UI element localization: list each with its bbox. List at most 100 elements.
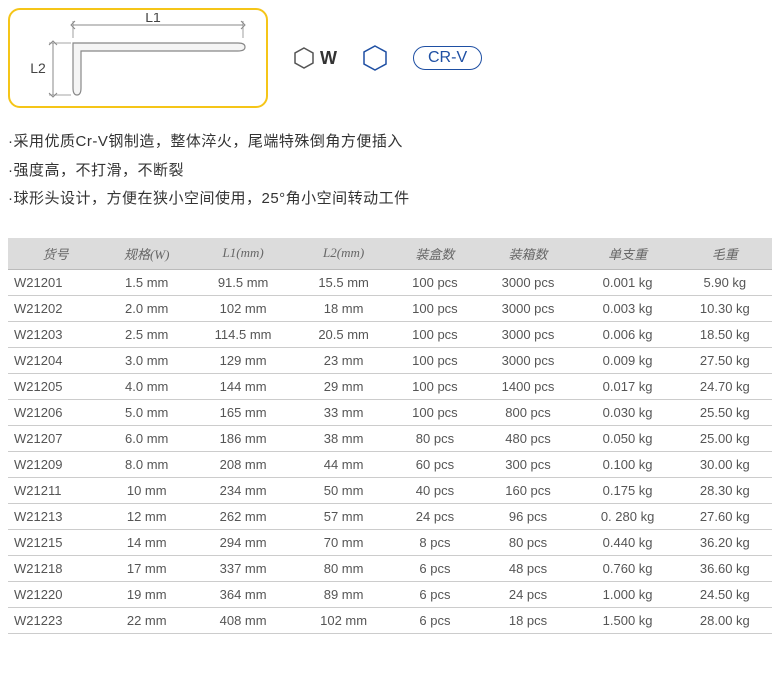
table-cell: 18 pcs	[479, 607, 578, 633]
table-cell: 102 mm	[296, 607, 391, 633]
table-cell: 80 mm	[296, 555, 391, 581]
table-row: W212076.0 mm186 mm38 mm80 pcs480 pcs0.05…	[8, 425, 772, 451]
table-cell: W21206	[8, 399, 103, 425]
hexagon-blue-icon	[361, 44, 389, 72]
l-wrench-diagram: L1 L2	[13, 13, 263, 103]
table-cell: 24 pcs	[391, 503, 478, 529]
col-header: 货号	[8, 238, 103, 270]
table-cell: W21207	[8, 425, 103, 451]
table-cell: 4.0 mm	[103, 373, 190, 399]
table-cell: 100 pcs	[391, 373, 478, 399]
feature-line: ·球形头设计，方便在狭小空间使用，25°角小空间转动工件	[8, 185, 772, 214]
table-cell: 10.30 kg	[678, 295, 772, 321]
table-cell: 3000 pcs	[479, 347, 578, 373]
table-cell: 28.30 kg	[678, 477, 772, 503]
table-cell: W21220	[8, 581, 103, 607]
table-cell: 24.70 kg	[678, 373, 772, 399]
table-cell: 14 mm	[103, 529, 190, 555]
table-cell: 0.175 kg	[578, 477, 678, 503]
table-cell: W21201	[8, 269, 103, 295]
table-cell: 1.5 mm	[103, 269, 190, 295]
table-cell: 408 mm	[190, 607, 296, 633]
l1-label: L1	[145, 13, 161, 25]
table-cell: 0.760 kg	[578, 555, 678, 581]
table-row: W2121110 mm234 mm50 mm40 pcs160 pcs0.175…	[8, 477, 772, 503]
table-row: W212022.0 mm102 mm18 mm100 pcs3000 pcs0.…	[8, 295, 772, 321]
table-cell: 165 mm	[190, 399, 296, 425]
table-cell: 5.90 kg	[678, 269, 772, 295]
table-cell: 0.440 kg	[578, 529, 678, 555]
table-cell: 100 pcs	[391, 399, 478, 425]
table-cell: 100 pcs	[391, 347, 478, 373]
table-cell: 364 mm	[190, 581, 296, 607]
table-cell: 337 mm	[190, 555, 296, 581]
table-row: W212054.0 mm144 mm29 mm100 pcs1400 pcs0.…	[8, 373, 772, 399]
table-cell: 3000 pcs	[479, 269, 578, 295]
table-cell: 100 pcs	[391, 269, 478, 295]
col-header: 单支重	[578, 238, 678, 270]
table-cell: W21204	[8, 347, 103, 373]
table-cell: 38 mm	[296, 425, 391, 451]
table-cell: 28.00 kg	[678, 607, 772, 633]
table-cell: 0.030 kg	[578, 399, 678, 425]
table-cell: 12 mm	[103, 503, 190, 529]
table-cell: W21211	[8, 477, 103, 503]
table-cell: 89 mm	[296, 581, 391, 607]
table-cell: 29 mm	[296, 373, 391, 399]
table-cell: 0.050 kg	[578, 425, 678, 451]
table-cell: 6 pcs	[391, 607, 478, 633]
table-cell: 1400 pcs	[479, 373, 578, 399]
spec-table: 货号 规格(W) L1(mm) L2(mm) 装盒数 装箱数 单支重 毛重 W2…	[8, 238, 772, 634]
table-cell: W21218	[8, 555, 103, 581]
col-header: L2(mm)	[296, 238, 391, 270]
diagram-row: L1 L2 W CR-V	[8, 8, 772, 108]
table-cell: 70 mm	[296, 529, 391, 555]
table-cell: 40 pcs	[391, 477, 478, 503]
table-cell: 294 mm	[190, 529, 296, 555]
table-row: W212065.0 mm165 mm33 mm100 pcs800 pcs0.0…	[8, 399, 772, 425]
hexagon-icon	[292, 46, 316, 70]
table-cell: 300 pcs	[479, 451, 578, 477]
table-cell: W21205	[8, 373, 103, 399]
table-cell: 8 pcs	[391, 529, 478, 555]
table-cell: 3000 pcs	[479, 295, 578, 321]
table-cell: 15.5 mm	[296, 269, 391, 295]
table-cell: 0.100 kg	[578, 451, 678, 477]
table-row: W2121514 mm294 mm70 mm8 pcs80 pcs0.440 k…	[8, 529, 772, 555]
table-row: W212032.5 mm114.5 mm20.5 mm100 pcs3000 p…	[8, 321, 772, 347]
col-header: 装箱数	[479, 238, 578, 270]
table-cell: 48 pcs	[479, 555, 578, 581]
table-cell: 33 mm	[296, 399, 391, 425]
table-cell: 186 mm	[190, 425, 296, 451]
table-cell: 2.0 mm	[103, 295, 190, 321]
table-cell: 2.5 mm	[103, 321, 190, 347]
table-cell: 480 pcs	[479, 425, 578, 451]
col-header: 装盒数	[391, 238, 478, 270]
table-cell: 27.50 kg	[678, 347, 772, 373]
table-cell: W21223	[8, 607, 103, 633]
hex-w-group: W	[292, 46, 337, 70]
table-row: W212011.5 mm91.5 mm15.5 mm100 pcs3000 pc…	[8, 269, 772, 295]
table-cell: 96 pcs	[479, 503, 578, 529]
table-cell: W21203	[8, 321, 103, 347]
table-cell: 208 mm	[190, 451, 296, 477]
tool-diagram-box: L1 L2	[8, 8, 268, 108]
table-cell: W21202	[8, 295, 103, 321]
w-label: W	[320, 48, 337, 69]
feature-line: ·强度高，不打滑，不断裂	[8, 157, 772, 186]
table-header: 货号 规格(W) L1(mm) L2(mm) 装盒数 装箱数 单支重 毛重	[8, 238, 772, 270]
table-cell: 0.009 kg	[578, 347, 678, 373]
table-cell: 6.0 mm	[103, 425, 190, 451]
table-cell: 25.00 kg	[678, 425, 772, 451]
table-cell: 102 mm	[190, 295, 296, 321]
table-cell: 44 mm	[296, 451, 391, 477]
table-cell: 262 mm	[190, 503, 296, 529]
table-cell: 91.5 mm	[190, 269, 296, 295]
feature-list: ·采用优质Cr-V钢制造，整体淬火，尾端特殊倒角方便插入 ·强度高，不打滑，不断…	[8, 128, 772, 214]
table-cell: 18 mm	[296, 295, 391, 321]
table-cell: 160 pcs	[479, 477, 578, 503]
table-cell: 0. 280 kg	[578, 503, 678, 529]
table-cell: 6 pcs	[391, 555, 478, 581]
table-cell: 3000 pcs	[479, 321, 578, 347]
table-cell: 50 mm	[296, 477, 391, 503]
